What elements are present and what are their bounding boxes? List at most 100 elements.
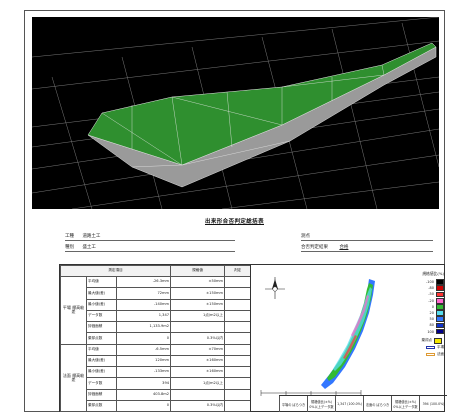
legend-slope: 法面 <box>398 352 444 358</box>
row-label: 最小値(差) <box>86 365 117 379</box>
legend-row: -50 <box>398 291 444 298</box>
info-work-type: 工種 道路土工 <box>65 233 100 239</box>
row-judge <box>224 298 252 311</box>
info-work-type-label: 工種 <box>65 234 74 239</box>
summary-strip: 平場の ばらつき 規格値比(±%) 0%以上データ数 1,347 (100.0%… <box>279 395 447 412</box>
legend-reject: 棄却点 <box>398 337 444 344</box>
flat-surface <box>87 42 437 166</box>
heatmap-drawing: 規格値比(%) -100 -80 -50 -20 0 20 50 80 100 棄却点 平場 法… <box>250 265 447 412</box>
reject-swatch <box>434 337 442 344</box>
legend-swatch <box>436 328 444 335</box>
row-label: 最大値(差) <box>86 354 117 368</box>
legend-label: 20 <box>429 311 434 316</box>
table-row: 評価面積 1,133.9m2 <box>61 320 252 334</box>
info-underline <box>301 251 433 252</box>
legend-swatch <box>436 285 444 292</box>
row-value: -133mm <box>115 365 172 379</box>
row-standard: 0.3%以内 <box>170 399 226 413</box>
summary-slope-criterion: 規格値比(±%) 0%以上データ数 <box>391 396 419 412</box>
row-standard: ±150mm <box>170 298 226 311</box>
legend-label: 80 <box>429 323 434 328</box>
row-value: 1,347 <box>115 309 172 323</box>
legend-rows: -100 -80 -50 -20 0 20 50 80 100 <box>398 279 444 335</box>
summary-slope-count: 394 (100.0%) <box>419 396 447 412</box>
row-label: 平均値 <box>86 343 117 356</box>
legend-label: -80 <box>428 286 434 291</box>
row-judge <box>224 399 252 413</box>
header-item: 測定項目 <box>59 265 172 277</box>
table-row: 最小値(差) -133mm ±160mm <box>61 365 252 379</box>
row-label: 棄却点数 <box>86 332 117 345</box>
row-standard: ±160mm <box>170 365 226 379</box>
legend-swatch <box>436 279 444 285</box>
color-legend: 規格値比(%) -100 -80 -50 -20 0 20 50 80 100 棄却点 平場 法… <box>398 271 444 358</box>
legend-swatch <box>436 310 444 316</box>
summary-flat-criterion: 規格値比(±%) 0%以上データ数 <box>307 396 335 412</box>
row-value: 0 <box>115 399 172 413</box>
row-value: -140mm <box>115 298 172 311</box>
row-judge <box>224 309 252 323</box>
info-judgement-value: 合格 <box>339 245 349 250</box>
legend-label: 100 <box>427 329 434 334</box>
row-label: 評価面積 <box>86 388 117 401</box>
row-value: -6.5mm <box>115 343 172 356</box>
info-judgement-label: 合否判定結果 <box>301 245 328 250</box>
table-row: 最小値(差) -140mm ±150mm <box>61 298 252 311</box>
row-standard: ±160mm <box>170 354 226 368</box>
legend-swatch <box>436 303 444 310</box>
legend-row: -20 <box>398 297 444 304</box>
row-value: 403.8m2 <box>115 388 172 401</box>
legend-row: 80 <box>398 322 444 329</box>
table-row: 最大値(差) 120mm ±160mm <box>61 354 252 368</box>
group-label-flat: 平場 標高較差 <box>60 276 87 345</box>
surface-3d-graphic <box>32 17 439 209</box>
info-station-label: 測点 <box>301 234 310 239</box>
legend-label: -50 <box>428 292 434 297</box>
legend-title: 規格値比(%) <box>422 271 444 276</box>
header-standard: 規格値 <box>170 265 226 277</box>
row-label: データ数 <box>86 377 117 390</box>
legend-swatch <box>436 297 444 304</box>
row-standard: 0.3%以内 <box>170 332 226 345</box>
row-label: 最大値(差) <box>86 287 117 300</box>
row-standard <box>170 320 226 334</box>
row-label: 評価面積 <box>86 320 117 334</box>
legend-row: -100 <box>398 279 444 285</box>
row-judge <box>224 365 252 379</box>
report-title: 出来形合否判定総括表 <box>204 219 264 225</box>
summary-slope-label: 法面の ばらつき <box>363 396 391 412</box>
table-header-row: 測定項目 規格値 判定 <box>59 265 252 277</box>
table-row: データ数 394 1点/m2以上 <box>61 377 252 390</box>
table-row: 棄却点数 0 0.3%以内 <box>61 399 252 413</box>
row-judge <box>224 332 252 345</box>
flat-swatch <box>426 345 435 350</box>
mesh-lines <box>101 64 385 168</box>
table-row: 評価面積 403.8m2 <box>61 388 252 401</box>
legend-row: -80 <box>398 285 444 292</box>
info-underline <box>301 240 433 241</box>
measurement-table: 測定項目 規格値 判定 平場 標高較差 平均値 -26.3mm ±50mm 最大… <box>59 265 252 413</box>
row-standard: ±70mm <box>170 343 226 356</box>
row-standard: 1点/m2以上 <box>170 377 226 390</box>
row-standard: ±50mm <box>170 275 226 289</box>
info-underline <box>65 251 235 252</box>
group-label-slope: 法面 標高較差 <box>60 343 87 412</box>
legend-swatch <box>436 322 444 329</box>
surface-3d-view <box>32 17 439 209</box>
table-row: 最大値(差) 72mm ±150mm <box>61 287 252 300</box>
row-judge <box>224 354 252 368</box>
deviation-strip <box>321 279 375 389</box>
summary-flat-count: 1,347 (100.0%) <box>335 396 363 412</box>
info-underline <box>65 240 235 241</box>
slope-swatch <box>426 352 435 357</box>
info-category-value: 盛土工 <box>82 245 96 250</box>
legend-row: 20 <box>398 310 444 316</box>
row-standard <box>170 388 226 401</box>
legend-swatch <box>436 316 444 323</box>
row-standard: ±150mm <box>170 287 226 300</box>
table-row: 法面 標高較差 平均値 -6.5mm ±70mm <box>60 343 252 412</box>
row-judge <box>224 320 252 334</box>
info-category: 種別 盛土工 <box>65 244 96 250</box>
row-label: データ数 <box>86 309 117 323</box>
info-category-label: 種別 <box>65 245 74 250</box>
